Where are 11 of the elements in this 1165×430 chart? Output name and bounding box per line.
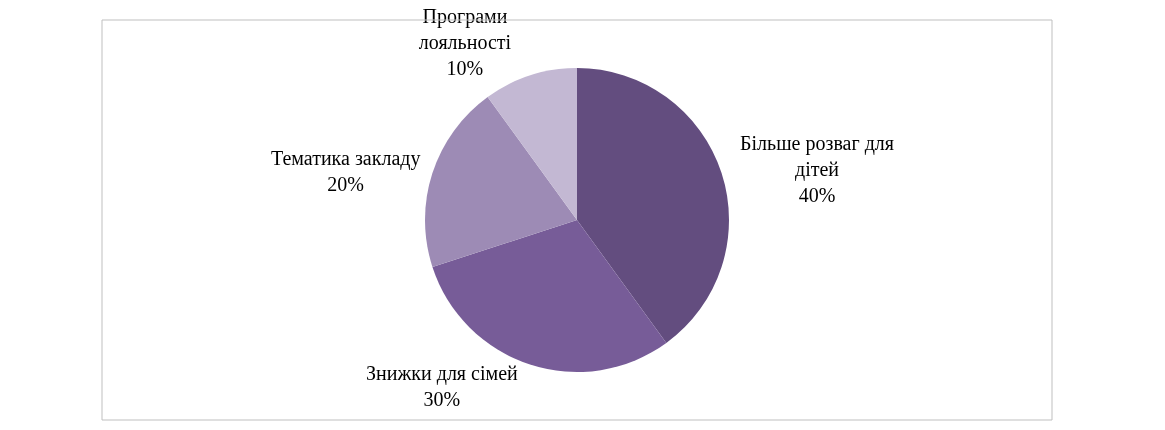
slice-label: Знижки для сімей <box>366 362 519 386</box>
slice-label: Тематика закладу <box>270 146 421 170</box>
data-label: 20% <box>327 172 365 195</box>
data-label: 40% <box>798 184 836 207</box>
data-label: 10% <box>446 56 484 79</box>
pie-slice <box>425 97 577 267</box>
pie-slice <box>577 68 729 343</box>
slice-label: Більше розваг для дітей <box>740 132 894 182</box>
slice-label: Програми лояльності <box>418 4 512 53</box>
pie-slice <box>487 68 577 220</box>
data-label: 30% <box>423 388 461 411</box>
